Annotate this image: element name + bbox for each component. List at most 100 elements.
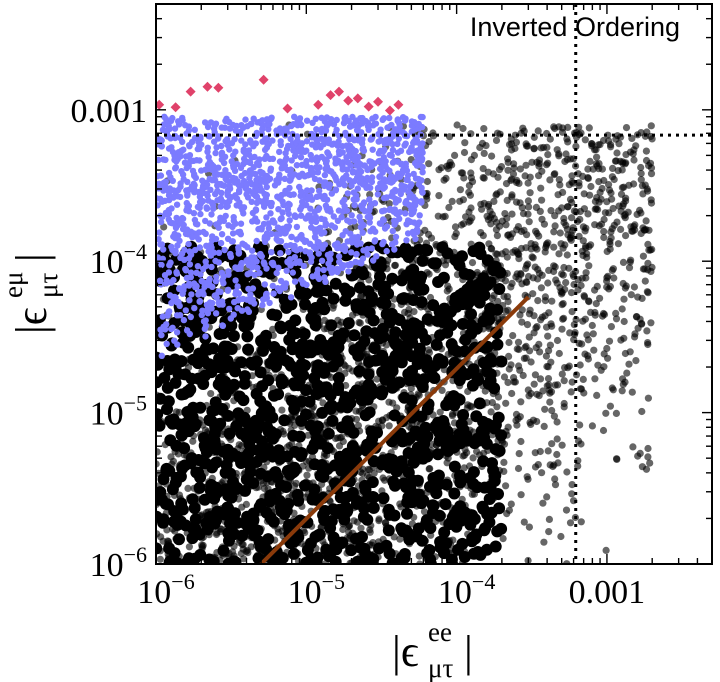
data-point-black (629, 443, 637, 451)
data-point-black (336, 421, 348, 434)
data-point-blue (244, 123, 251, 130)
data-point-black (217, 382, 229, 395)
data-point-blue (166, 292, 174, 299)
data-point-black (473, 447, 481, 455)
data-point-blue (406, 193, 413, 200)
data-point-blue (167, 259, 174, 266)
data-point-black (637, 169, 645, 178)
data-point-black (223, 427, 236, 440)
data-point-black (517, 244, 526, 253)
data-point-blue (413, 162, 421, 169)
data-point-black (553, 450, 561, 459)
data-point-black (366, 433, 379, 446)
data-point-blue (344, 190, 351, 197)
data-point-black (544, 447, 552, 455)
data-point-black (175, 497, 188, 510)
data-point-black (517, 491, 525, 499)
data-point-blue (202, 258, 209, 265)
data-point-black (401, 507, 413, 520)
data-point-blue (196, 244, 203, 251)
data-point-blue (313, 270, 321, 277)
data-point-blue (389, 159, 397, 166)
data-point-black (578, 340, 586, 348)
data-point-blue (161, 181, 169, 189)
data-point-black (517, 437, 525, 446)
data-point-blue (402, 140, 409, 147)
data-point-blue (235, 250, 242, 257)
data-point-black (600, 363, 608, 371)
data-point-black (367, 501, 380, 514)
data-point-black (421, 313, 434, 326)
data-point-black (642, 217, 650, 225)
data-point-black (584, 355, 593, 363)
data-point-black (459, 124, 467, 133)
data-point-blue (269, 155, 277, 162)
data-point-black (630, 283, 639, 291)
data-point-black (360, 325, 373, 338)
data-point-black (448, 197, 456, 205)
data-point-blue (413, 226, 421, 233)
data-point-blue (410, 170, 417, 178)
data-point-blue (359, 118, 367, 126)
data-point-black (289, 314, 302, 327)
data-point-black (267, 515, 280, 528)
data-point-black (551, 170, 559, 178)
data-point-blue (242, 141, 249, 148)
data-point-black (563, 251, 571, 259)
data-point-blue (328, 168, 335, 175)
data-point-blue (234, 283, 241, 290)
data-point-black (593, 391, 601, 399)
data-point-blue (276, 230, 284, 237)
data-point-blue (156, 229, 163, 236)
data-point-black (396, 535, 404, 543)
data-point-black (318, 303, 331, 316)
data-point-blue (249, 264, 256, 271)
data-point-blue (186, 153, 193, 160)
data-point-blue (286, 217, 293, 224)
data-point-black (507, 500, 515, 508)
data-point-black (595, 222, 603, 230)
data-point-black (625, 360, 633, 368)
data-point-black (480, 149, 488, 157)
data-point-black (577, 518, 585, 526)
data-point-black (553, 435, 561, 443)
data-point-black (361, 513, 374, 526)
data-point-black (498, 250, 506, 258)
data-point-black (531, 241, 539, 249)
data-point-black (466, 532, 479, 545)
data-point-black (612, 157, 620, 165)
data-point-black (638, 294, 646, 302)
data-point-black (275, 322, 288, 335)
data-point-blue (333, 177, 340, 184)
data-point-black (505, 140, 514, 149)
data-point-blue (229, 230, 237, 237)
data-point-black (244, 549, 252, 557)
data-point-black (411, 474, 424, 487)
data-point-black (538, 469, 546, 477)
data-point-black (639, 265, 648, 273)
data-point-blue (226, 118, 233, 126)
data-point-black (505, 352, 513, 360)
data-point-black (560, 377, 568, 385)
data-point-black (367, 314, 380, 327)
data-point-black (395, 455, 408, 468)
data-point-blue (186, 330, 193, 338)
data-point-black (184, 484, 192, 492)
data-point-black (446, 133, 454, 141)
data-point-black (588, 140, 596, 148)
data-point-black (500, 373, 509, 381)
data-point-black (618, 305, 626, 313)
data-point-black (406, 336, 419, 349)
data-point-black (546, 135, 554, 143)
data-point-black (517, 398, 525, 406)
data-point-blue (252, 182, 260, 189)
data-point-black (336, 434, 344, 442)
data-point-black (508, 279, 516, 287)
data-point-blue (268, 249, 275, 256)
data-point-black (255, 334, 268, 347)
data-point-black (403, 494, 416, 507)
data-point-blue (225, 286, 232, 293)
data-point-blue (321, 118, 328, 125)
data-point-blue (283, 145, 291, 153)
data-point-blue (383, 223, 391, 230)
